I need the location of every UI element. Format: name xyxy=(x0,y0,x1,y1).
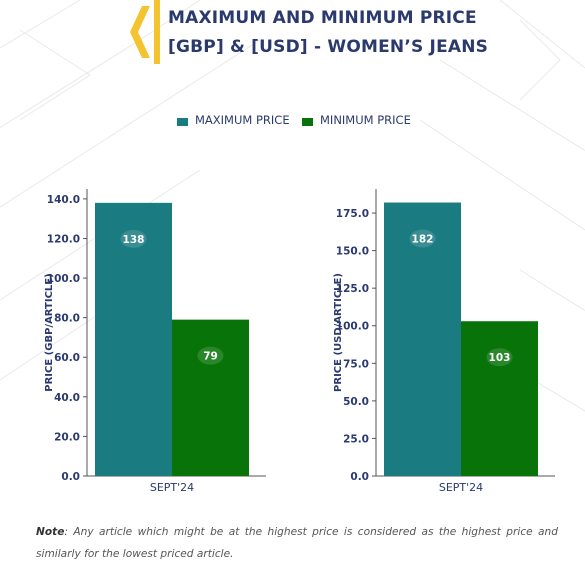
y-tick-label: 100.0 xyxy=(336,321,369,333)
footnote-label: Note xyxy=(36,526,65,538)
data-label: 182 xyxy=(412,234,434,246)
legend-swatch-min xyxy=(302,118,313,126)
y-tick-label: 50.0 xyxy=(343,396,369,408)
y-tick-label: 60.0 xyxy=(54,352,80,364)
legend-label-max: MAXIMUM PRICE xyxy=(195,113,290,127)
legend-label-min: MINIMUM PRICE xyxy=(320,113,411,127)
y-tick-label: 40.0 xyxy=(54,392,80,404)
data-label: 79 xyxy=(203,351,218,363)
footnote-text: : Any article which might be at the high… xyxy=(36,526,558,560)
bar-min xyxy=(172,319,249,476)
header-accent-chevron xyxy=(130,0,160,64)
x-tick-label: SEPT'24 xyxy=(439,481,483,494)
footnote: Note: Any article which might be at the … xyxy=(36,521,558,565)
header: MAXIMUM AND MINIMUM PRICE [GBP] & [USD] … xyxy=(128,0,568,64)
bar-max xyxy=(95,202,172,477)
data-label-halo xyxy=(409,229,436,248)
y-tick-label: 75.0 xyxy=(343,358,369,370)
legend-swatch-max xyxy=(177,118,188,126)
y-axis-title: PRICE (GBP/ARTICLE) xyxy=(44,273,55,391)
y-tick-label: 0.0 xyxy=(61,471,80,483)
y-axis-title: PRICE (USD/ARTICLE) xyxy=(333,273,344,392)
title-line-2: [GBP] & [USD] - WOMEN’S JEANS xyxy=(168,37,489,57)
y-tick-label: 150.0 xyxy=(336,246,369,258)
y-tick-label: 120.0 xyxy=(47,233,80,245)
y-tick-label: 80.0 xyxy=(54,313,80,325)
y-tick-label: 100.0 xyxy=(47,273,80,285)
data-label-halo xyxy=(120,229,147,248)
bar-min xyxy=(461,321,538,476)
data-label-halo xyxy=(197,346,224,365)
title-line-1: MAXIMUM AND MINIMUM PRICE xyxy=(168,8,477,28)
y-tick-label: 125.0 xyxy=(336,283,369,295)
data-label: 138 xyxy=(123,234,145,246)
legend: MAXIMUM PRICE MINIMUM PRICE xyxy=(0,112,585,130)
y-tick-label: 140.0 xyxy=(47,194,80,206)
x-tick-label: SEPT'24 xyxy=(150,481,194,494)
charts-area: 0.0 20.0 40.0 60.0 80.0 100.0 120.0 140.0 PRICE … xyxy=(44,189,555,494)
y-tick-label: 0.0 xyxy=(350,471,369,483)
y-tick-label: 25.0 xyxy=(343,433,369,445)
bar-max xyxy=(384,202,461,476)
y-tick-label: 175.0 xyxy=(336,208,369,220)
data-label-halo xyxy=(486,348,513,367)
data-label: 103 xyxy=(489,352,511,364)
y-tick-label: 20.0 xyxy=(54,431,80,443)
